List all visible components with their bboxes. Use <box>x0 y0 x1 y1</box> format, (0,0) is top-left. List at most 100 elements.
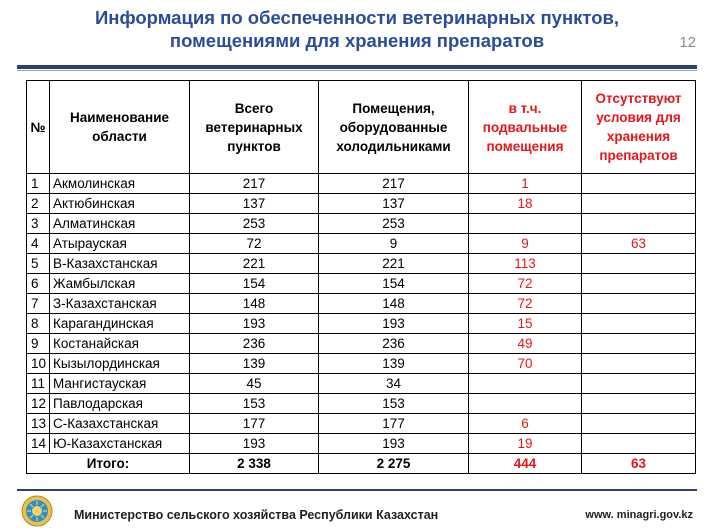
cell-total: 148 <box>189 293 319 314</box>
cell-basement: 70 <box>468 353 582 374</box>
header-fridge: Помещения, оборудованные холодильниками <box>318 80 469 174</box>
cell-region: Жамбылская <box>49 273 190 294</box>
cell-fridge: 217 <box>318 173 469 194</box>
cell-no-storage <box>581 213 696 234</box>
table-header-row: № Наименование области Всего ветеринарны… <box>26 80 696 174</box>
cell-total: 236 <box>189 333 319 354</box>
cell-no-storage <box>581 313 696 334</box>
cell-total: 177 <box>189 413 319 434</box>
slide-title: Информация по обеспеченности ветеринарны… <box>0 6 714 52</box>
cell-basement: 18 <box>468 193 582 214</box>
cell-no-storage <box>581 273 696 294</box>
cell-no-storage <box>581 253 696 274</box>
table-row: 12 Павлодарская 153 153 <box>26 393 696 414</box>
cell-region: Кызылординская <box>49 353 190 374</box>
cell-num: 2 <box>26 193 50 214</box>
cell-num: 3 <box>26 213 50 234</box>
cell-num: 10 <box>26 353 50 374</box>
cell-fridge: 9 <box>318 233 469 254</box>
kazakhstan-state-emblem-icon <box>21 495 53 527</box>
cell-num: 4 <box>26 233 50 254</box>
cell-region: Карагандинская <box>49 313 190 334</box>
cell-fridge: 177 <box>318 413 469 434</box>
table-row: 5 В-Казахстанская 221 221 113 <box>26 253 696 274</box>
cell-num: 1 <box>26 173 50 194</box>
table-row: 11 Мангистауская 45 34 <box>26 373 696 394</box>
table-row: 7 З-Казахстанская 148 148 72 <box>26 293 696 314</box>
cell-basement: 6 <box>468 413 582 434</box>
table-row: 3 Алматинская 253 253 <box>26 213 696 234</box>
cell-region: Актюбинская <box>49 193 190 214</box>
cell-fridge: 139 <box>318 353 469 374</box>
cell-num: 9 <box>26 333 50 354</box>
table-row: 10 Кызылординская 139 139 70 <box>26 353 696 374</box>
cell-region: Павлодарская <box>49 393 190 414</box>
cell-region: Акмолинская <box>49 173 190 194</box>
website-link[interactable]: www. minagri.gov.kz <box>585 509 693 521</box>
cell-region: Атырауская <box>49 233 190 254</box>
cell-fridge: 253 <box>318 213 469 234</box>
cell-total: 221 <box>189 253 319 274</box>
footer-divider <box>17 489 697 491</box>
cell-basement <box>468 213 582 234</box>
cell-fridge: 221 <box>318 253 469 274</box>
cell-basement: 49 <box>468 333 582 354</box>
cell-no-storage: 63 <box>581 233 696 254</box>
totals-row: Итого: 2 338 2 275 444 63 <box>26 453 696 474</box>
cell-no-storage <box>581 353 696 374</box>
cell-basement: 72 <box>468 293 582 314</box>
table-row: 6 Жамбылская 154 154 72 <box>26 273 696 294</box>
cell-fridge: 154 <box>318 273 469 294</box>
cell-num: 5 <box>26 253 50 274</box>
table-body: 1 Акмолинская 217 217 1 2 Актюбинская 137 137 18 3… <box>26 173 696 474</box>
title-divider <box>17 65 697 69</box>
cell-basement: 15 <box>468 313 582 334</box>
cell-fridge: 193 <box>318 313 469 334</box>
cell-region: Мангистауская <box>49 373 190 394</box>
totals-no-storage: 63 <box>581 453 696 474</box>
cell-basement: 113 <box>468 253 582 274</box>
cell-total: 153 <box>189 393 319 414</box>
vet-points-table: № Наименование области Всего ветеринарны… <box>26 80 696 474</box>
cell-region: В-Казахстанская <box>49 253 190 274</box>
cell-total: 217 <box>189 173 319 194</box>
cell-fridge: 236 <box>318 333 469 354</box>
cell-num: 11 <box>26 373 50 394</box>
slide-number: 12 <box>679 34 696 51</box>
cell-no-storage <box>581 413 696 434</box>
cell-num: 14 <box>26 433 50 454</box>
cell-num: 8 <box>26 313 50 334</box>
cell-fridge: 148 <box>318 293 469 314</box>
cell-region: З-Казахстанская <box>49 293 190 314</box>
cell-total: 253 <box>189 213 319 234</box>
cell-basement <box>468 393 582 414</box>
cell-total: 139 <box>189 353 319 374</box>
cell-total: 193 <box>189 313 319 334</box>
cell-num: 6 <box>26 273 50 294</box>
table-row: 4 Атырауская 72 9 9 63 <box>26 233 696 254</box>
table-row: 8 Карагандинская 193 193 15 <box>26 313 696 334</box>
cell-no-storage <box>581 433 696 454</box>
totals-basement: 444 <box>468 453 582 474</box>
slide-title-line-2: помещениями для хранения препаратов <box>169 30 545 51</box>
cell-basement: 19 <box>468 433 582 454</box>
cell-num: 13 <box>26 413 50 434</box>
title-divider-thin <box>17 70 697 71</box>
slide-title-line-1: Информация по обеспеченности ветеринарны… <box>94 7 620 28</box>
cell-num: 12 <box>26 393 50 414</box>
totals-total: 2 338 <box>189 453 319 474</box>
cell-region: Алматинская <box>49 213 190 234</box>
cell-basement: 72 <box>468 273 582 294</box>
cell-total: 193 <box>189 433 319 454</box>
table-row: 2 Актюбинская 137 137 18 <box>26 193 696 214</box>
ministry-name: Министерство сельского хозяйства Республ… <box>74 508 439 522</box>
header-total: Всего ветеринарных пунктов <box>189 80 319 174</box>
cell-fridge: 153 <box>318 393 469 414</box>
cell-region: Ю-Казахстанская <box>49 433 190 454</box>
cell-total: 154 <box>189 273 319 294</box>
table-row: 9 Костанайская 236 236 49 <box>26 333 696 354</box>
cell-basement: 9 <box>468 233 582 254</box>
table-row: 14 Ю-Казахстанская 193 193 19 <box>26 433 696 454</box>
cell-fridge: 137 <box>318 193 469 214</box>
table-row: 1 Акмолинская 217 217 1 <box>26 173 696 194</box>
